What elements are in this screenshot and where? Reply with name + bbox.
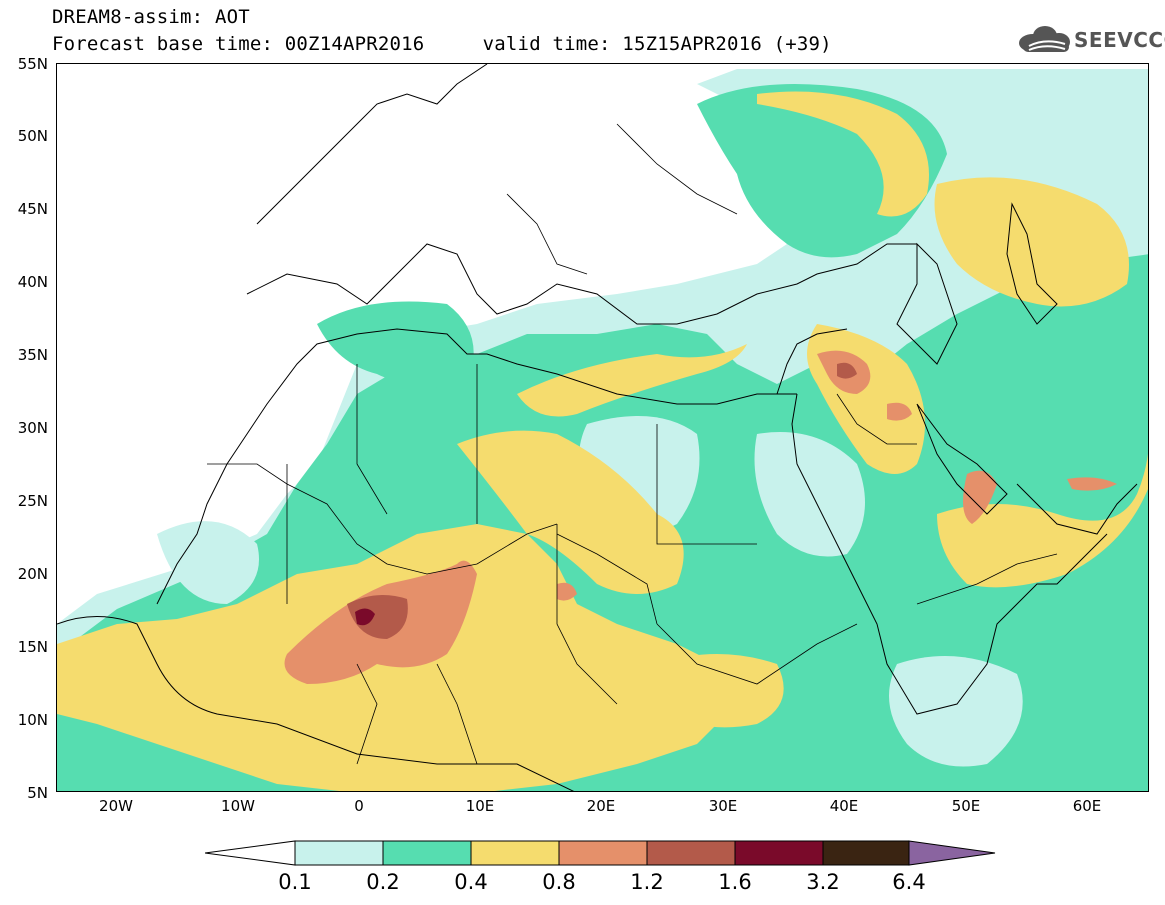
- legend-swatch-gt-6.4: [908, 840, 996, 866]
- lat-label: 25N: [17, 492, 48, 510]
- lon-label: 10W: [221, 797, 255, 815]
- lat-label: 5N: [27, 784, 48, 802]
- legend-swatch-1.6-3.2: [734, 840, 824, 866]
- lat-label: 30N: [17, 419, 48, 437]
- aot-field-low-gaps: [157, 416, 1023, 767]
- legend-swatch-0.8-1.2: [558, 840, 648, 866]
- legend-swatch-lt-0.1: [205, 840, 296, 866]
- lon-label: 10E: [465, 797, 495, 815]
- lon-label: 20W: [99, 797, 133, 815]
- lon-label: 0: [354, 797, 364, 815]
- chart-title-line2: Forecast base time: 00Z14APR2016 valid t…: [52, 33, 832, 55]
- aot-contour-map: [57, 64, 1148, 791]
- lat-label: 20N: [17, 565, 48, 583]
- seevccc-logo: [1019, 26, 1070, 52]
- lat-label: 55N: [17, 55, 48, 73]
- lon-label: 60E: [1072, 797, 1102, 815]
- lat-label: 50N: [17, 127, 48, 145]
- legend-label: 6.4: [892, 870, 926, 894]
- legend-swatch-0.4-0.8: [470, 840, 560, 866]
- logo-text: SEEVCCC: [1074, 28, 1165, 52]
- aot-field-1.6: [355, 608, 375, 626]
- lon-label: 20E: [586, 797, 616, 815]
- lat-label: 15N: [17, 638, 48, 656]
- lon-label: 30E: [708, 797, 738, 815]
- legend-swatch-3.2-6.4: [822, 840, 910, 866]
- lat-label: 35N: [17, 346, 48, 364]
- lat-label: 45N: [17, 200, 48, 218]
- legend-label: 1.2: [630, 870, 664, 894]
- lat-label: 40N: [17, 273, 48, 291]
- legend-swatch-0.2-0.4: [382, 840, 472, 866]
- legend-label: 0.1: [278, 870, 312, 894]
- country-borders: [207, 123, 1058, 765]
- legend-swatch-0.1-0.2: [294, 840, 384, 866]
- legend-label: 0.4: [454, 870, 488, 894]
- legend-label: 0.2: [366, 870, 400, 894]
- legend-label: 0.8: [542, 870, 576, 894]
- lon-label: 50E: [951, 797, 981, 815]
- aot-field-1.2: [347, 362, 857, 639]
- coastlines: [57, 64, 1138, 791]
- legend-label: 3.2: [806, 870, 840, 894]
- lon-label: 40E: [829, 797, 859, 815]
- lat-label: 10N: [17, 711, 48, 729]
- legend-label: 1.6: [718, 870, 752, 894]
- chart-title-line1: DREAM8-assim: AOT: [52, 6, 250, 28]
- legend-swatch-1.2-1.6: [646, 840, 736, 866]
- color-legend: [205, 840, 996, 866]
- map-area: [56, 63, 1149, 792]
